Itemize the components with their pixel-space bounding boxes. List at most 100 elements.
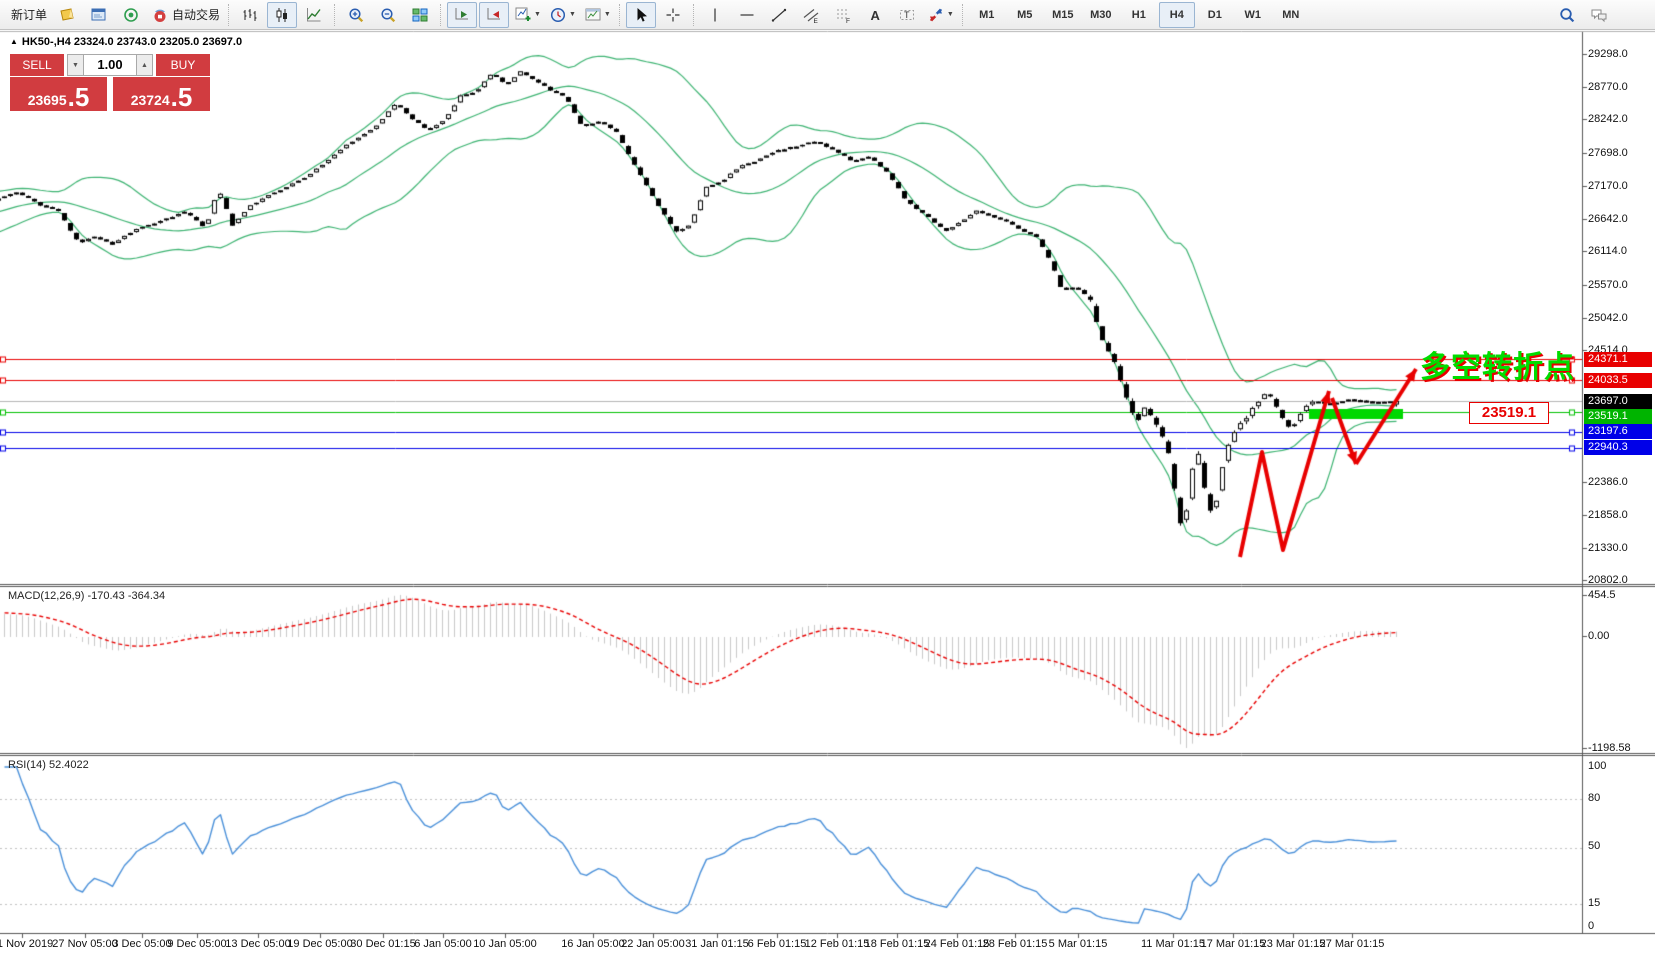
volume-increase-button[interactable]: ▲ [136,54,153,76]
horizontal-line-button[interactable] [732,2,762,28]
market-watch-button[interactable] [116,2,146,28]
timeframe-h4-label: H4 [1169,8,1184,21]
price-axis-tick-label: 27170.0 [1588,179,1628,192]
crosshair-button[interactable] [658,2,688,28]
price-axis-tick-label: 28770.0 [1588,80,1628,93]
macd-axis-tick-label: 0.00 [1588,630,1610,642]
candlestick-chart-button[interactable] [267,1,298,28]
chat-button[interactable] [1584,2,1614,28]
sonar-icon [122,6,140,24]
bars-icon [241,6,259,24]
linechart-icon [305,6,323,24]
timeframe-d1[interactable]: D1 [1197,2,1233,28]
volume-input[interactable]: 1.00 [84,54,136,76]
timeframe-mn[interactable]: MN [1273,2,1309,28]
label-button[interactable]: T [892,2,922,28]
buy-price-fraction: .5 [170,82,193,113]
time-axis-tick-label: 27 Nov 05:00 [52,938,118,950]
timeframe-m5[interactable]: M5 [1007,2,1043,28]
sell-price-button[interactable]: 23695 .5 [10,77,107,111]
current-price-tag: 23697.0 [1584,393,1652,409]
fibonacci-button[interactable]: F [828,2,858,28]
terminal-icon [90,6,108,24]
chart-collapse-arrow[interactable]: ▲ [10,37,18,46]
periods-button[interactable]: ▼ [546,2,579,28]
price-axis-tick-label: 26114.0 [1588,245,1627,258]
search-button[interactable] [1552,2,1582,28]
price-level-tag: 24371.1 [1584,351,1652,367]
timeframe-mn-label: MN [1282,8,1300,21]
time-axis-tick-label: 6 Jan 05:00 [414,938,472,950]
chevron-down-icon[interactable]: ▼ [534,11,541,18]
chart-shift-button[interactable] [479,1,510,28]
tile-icon [411,6,429,24]
time-axis-tick-label: 9 Dec 05:00 [167,938,227,950]
price-level-tag: 23197.6 [1584,424,1652,440]
time-axis-tick-label: 6 Feb 01:15 [747,938,807,950]
templates-button[interactable]: ▼ [581,2,614,28]
crosshair-icon [664,6,682,24]
price-axis-tick-label: 25042.0 [1588,311,1628,324]
buy-price-button[interactable]: 23724 .5 [113,77,210,111]
sell-price-main: 23695 [27,91,67,108]
chevron-down-icon[interactable]: ▼ [568,11,576,18]
volume-decrease-button[interactable]: ▼ [67,54,84,76]
tile-windows-button[interactable] [405,2,435,28]
zoom-in-icon [347,6,365,24]
toolbar-separator [961,3,964,26]
text-icon: A [866,6,884,24]
svg-text:T: T [904,10,910,20]
timeframe-m1-label: M1 [979,8,995,21]
timeframe-h1[interactable]: H1 [1121,2,1157,28]
time-axis-tick-label: 13 Dec 05:00 [225,938,291,950]
price-axis-tick-label: 21330.0 [1588,541,1628,554]
rsi-axis-tick-label: 0 [1588,920,1595,932]
toolbar-separator [440,3,442,26]
macd-indicator-label: MACD(12,26,9) -170.43 -364.34 [8,590,166,602]
price-axis-tick-label: 28242.0 [1588,113,1628,126]
template-icon [584,6,602,24]
zoom-in-button[interactable] [341,2,371,28]
turning-point-annotation[interactable]: 多空转折点 [1420,351,1575,384]
level-price-label[interactable]: 23519.1 [1469,402,1549,424]
indicators-button[interactable]: ▼ [511,2,544,28]
timeframe-m30[interactable]: M30 [1083,2,1119,28]
time-axis-tick-label: 24 Feb 01:15 [924,938,990,950]
arrows-button[interactable]: ▼ [924,2,957,28]
price-level-tag: 23519.1 [1584,408,1652,424]
toolbar-separator [692,3,695,26]
timeframe-m1[interactable]: M1 [969,2,1005,28]
time-axis-tick-label: 30 Dec 01:15 [350,938,416,950]
chartshift-icon [485,6,503,24]
svg-text:F: F [846,18,850,24]
time-axis-tick-label: 17 Mar 01:15 [1200,938,1266,950]
time-axis-tick-label: 31 Jan 01:15 [685,938,749,950]
svg-text:A: A [870,8,880,23]
buy-price-main: 23724 [130,91,170,108]
one-click-trading-panel: SELL ▼ 1.00 ▲ BUY 23695 .5 23724 .5 [10,54,210,111]
buy-button[interactable]: BUY [156,54,210,76]
timeframe-h4[interactable]: H4 [1158,1,1195,28]
sell-button[interactable]: SELL [10,54,64,76]
trendline-button[interactable] [764,2,794,28]
vertical-line-button[interactable] [700,2,730,28]
chevron-down-icon[interactable]: ▼ [603,11,611,18]
channel-button[interactable]: E [796,2,826,28]
bar-chart-button[interactable] [235,2,265,28]
new-order-button[interactable]: 新订单 [5,2,50,28]
timeframe-w1[interactable]: W1 [1235,2,1271,28]
time-axis-tick-label: 3 Dec 05:00 [112,938,172,950]
zoom-out-button[interactable] [373,2,403,28]
cursor-icon [632,6,650,24]
chevron-down-icon[interactable]: ▼ [946,11,954,18]
cursor-button[interactable] [625,1,656,28]
text-button[interactable]: A [860,2,890,28]
line-chart-button[interactable] [299,2,329,28]
timeframe-m15[interactable]: M15 [1045,2,1081,28]
terminal-button[interactable] [84,2,114,28]
auto-scroll-button[interactable] [447,1,478,28]
chart-note-button[interactable] [52,2,82,28]
timeframe-w1-label: W1 [1244,8,1262,21]
auto-trading-button[interactable]: 自动交易 [148,2,223,28]
